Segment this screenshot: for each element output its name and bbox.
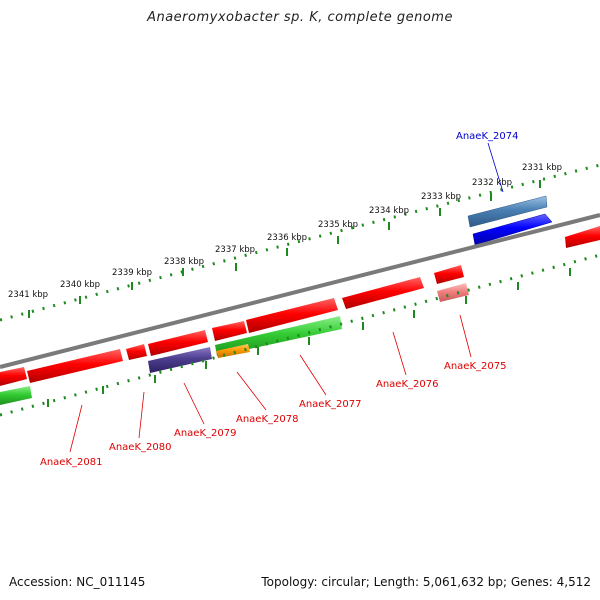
outer-tick-ruler (0, 163, 600, 322)
gene-arrow-2075[interactable] (434, 265, 464, 284)
gene-arrow-purple[interactable] (148, 347, 212, 373)
ruler-label: 2338 kbp (164, 257, 204, 267)
genome-backbone (0, 213, 600, 369)
gene-arrow-2080[interactable] (126, 344, 147, 360)
ruler-label: 2337 kbp (215, 245, 255, 255)
gene-label-2081[interactable]: AnaeK_2081 (40, 457, 102, 468)
gene-labels: AnaeK_2074 AnaeK_2075 AnaeK_2076 AnaeK_2… (40, 131, 518, 468)
ruler-label: 2335 kbp (318, 220, 358, 230)
gene-arrow-right-edge[interactable] (565, 226, 600, 248)
ruler-label: 2334 kbp (369, 206, 409, 216)
leader-lines (69, 142, 504, 453)
leader-line-2076 (392, 331, 407, 376)
gene-label-2080[interactable]: AnaeK_2080 (109, 442, 171, 453)
ruler-label: 2340 kbp (60, 280, 100, 290)
ruler-label: 2332 kbp (472, 178, 512, 188)
gene-label-2076[interactable]: AnaeK_2076 (376, 379, 438, 390)
ruler-label: 2331 kbp (522, 163, 562, 173)
ruler-label: 2336 kbp (267, 233, 307, 243)
genome-summary-text: Topology: circular; Length: 5,061,632 bp… (261, 575, 591, 589)
gene-arrow-left-edge[interactable] (0, 367, 27, 386)
leader-line-2077 (299, 354, 327, 396)
leader-line-2074 (487, 142, 504, 193)
ruler-labels: 2331 kbp 2332 kbp 2333 kbp 2334 kbp 2335… (8, 163, 562, 300)
gene-arrow-2077[interactable] (246, 298, 338, 333)
leader-line-2080 (138, 391, 145, 439)
gene-arrow-2076[interactable] (342, 277, 424, 309)
leader-line-2079 (183, 382, 205, 425)
outer-strand-genes (0, 195, 600, 386)
gene-arrow-2074[interactable] (467, 195, 548, 228)
gene-arrow-2081[interactable] (27, 349, 123, 383)
gene-arrow-2074b[interactable] (472, 213, 553, 246)
ruler-label: 2333 kbp (421, 192, 461, 202)
ruler-label: 2341 kbp (8, 290, 48, 300)
gene-label-2077[interactable]: AnaeK_2077 (299, 399, 361, 410)
gene-label-2078[interactable]: AnaeK_2078 (236, 414, 298, 425)
leader-line-2078 (236, 371, 267, 411)
gene-arrow-green-left[interactable] (0, 386, 32, 405)
gene-arrow-2079[interactable] (148, 330, 208, 356)
accession-text: Accession: NC_011145 (9, 575, 146, 589)
ruler-label: 2339 kbp (112, 268, 152, 278)
leader-line-2075 (459, 314, 472, 358)
inner-tick-ruler (0, 253, 600, 417)
gene-arrow-2078[interactable] (212, 321, 247, 341)
gene-arrow-2075-inner[interactable] (437, 283, 469, 302)
map-title: Anaeromyxobacter sp. K, complete genome (147, 10, 453, 25)
leader-line-2081 (69, 404, 83, 453)
gene-label-2079[interactable]: AnaeK_2079 (174, 428, 236, 439)
gene-label-2074[interactable]: AnaeK_2074 (456, 131, 518, 142)
gene-label-2075[interactable]: AnaeK_2075 (444, 361, 506, 372)
